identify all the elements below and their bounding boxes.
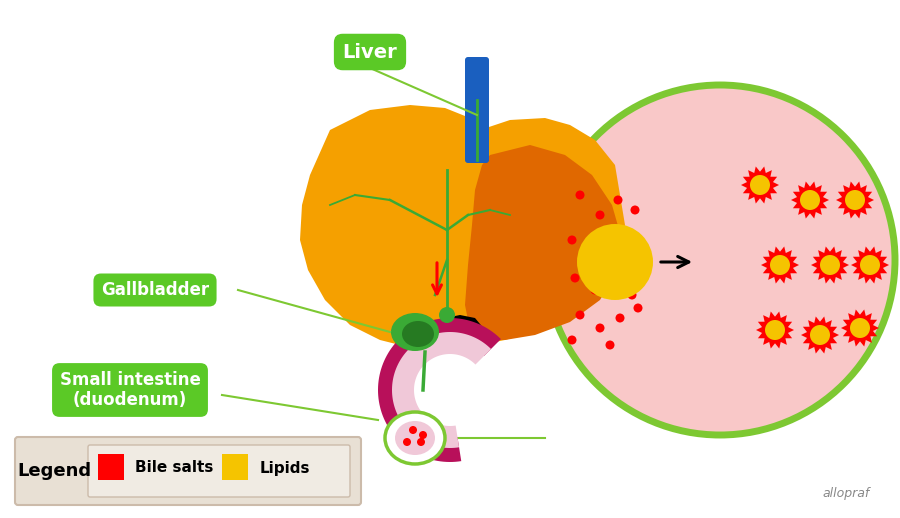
Polygon shape — [756, 311, 794, 349]
Circle shape — [627, 291, 636, 299]
Circle shape — [571, 274, 580, 282]
Polygon shape — [851, 247, 889, 283]
Circle shape — [620, 255, 629, 265]
Circle shape — [596, 210, 605, 220]
Circle shape — [568, 336, 577, 344]
Ellipse shape — [395, 421, 435, 455]
Ellipse shape — [402, 321, 434, 347]
Circle shape — [860, 255, 880, 275]
Circle shape — [403, 438, 411, 446]
Circle shape — [575, 310, 584, 320]
Polygon shape — [761, 247, 799, 283]
Text: Small intestine
(duodenum): Small intestine (duodenum) — [59, 370, 201, 409]
Circle shape — [409, 426, 417, 434]
Circle shape — [577, 224, 653, 300]
Text: allopraf: allopraf — [823, 487, 870, 500]
Circle shape — [417, 438, 425, 446]
Polygon shape — [836, 181, 874, 219]
Circle shape — [616, 313, 625, 323]
Circle shape — [439, 307, 455, 323]
FancyBboxPatch shape — [98, 454, 124, 480]
Circle shape — [820, 255, 840, 275]
Circle shape — [845, 190, 865, 210]
Text: Gallbladder: Gallbladder — [101, 281, 209, 299]
Circle shape — [750, 175, 770, 195]
Text: Legend: Legend — [17, 462, 91, 480]
Circle shape — [606, 340, 615, 350]
Text: Bile salts: Bile salts — [135, 461, 213, 476]
Circle shape — [568, 236, 577, 244]
Circle shape — [545, 85, 895, 435]
FancyBboxPatch shape — [15, 437, 361, 505]
Text: Liver: Liver — [343, 42, 398, 62]
Circle shape — [419, 431, 427, 439]
Circle shape — [800, 190, 820, 210]
Polygon shape — [430, 315, 485, 345]
Polygon shape — [841, 309, 879, 347]
Circle shape — [631, 206, 640, 214]
Circle shape — [590, 285, 599, 295]
Circle shape — [606, 240, 615, 250]
Polygon shape — [741, 166, 779, 204]
Circle shape — [765, 320, 785, 340]
Polygon shape — [300, 105, 625, 345]
FancyBboxPatch shape — [88, 445, 350, 497]
FancyBboxPatch shape — [222, 454, 248, 480]
Circle shape — [850, 318, 870, 338]
Ellipse shape — [391, 313, 439, 351]
Polygon shape — [811, 247, 849, 283]
Circle shape — [770, 255, 790, 275]
Circle shape — [614, 195, 623, 205]
Circle shape — [575, 191, 584, 199]
Polygon shape — [392, 332, 491, 448]
Circle shape — [588, 251, 597, 260]
Polygon shape — [378, 318, 501, 462]
Circle shape — [634, 304, 643, 312]
Polygon shape — [801, 316, 839, 353]
Circle shape — [610, 278, 619, 286]
Circle shape — [810, 325, 830, 345]
Ellipse shape — [385, 412, 445, 464]
Text: Lipids: Lipids — [260, 461, 310, 476]
Circle shape — [596, 324, 605, 333]
Polygon shape — [791, 181, 829, 219]
FancyBboxPatch shape — [465, 57, 489, 163]
Polygon shape — [465, 145, 622, 340]
